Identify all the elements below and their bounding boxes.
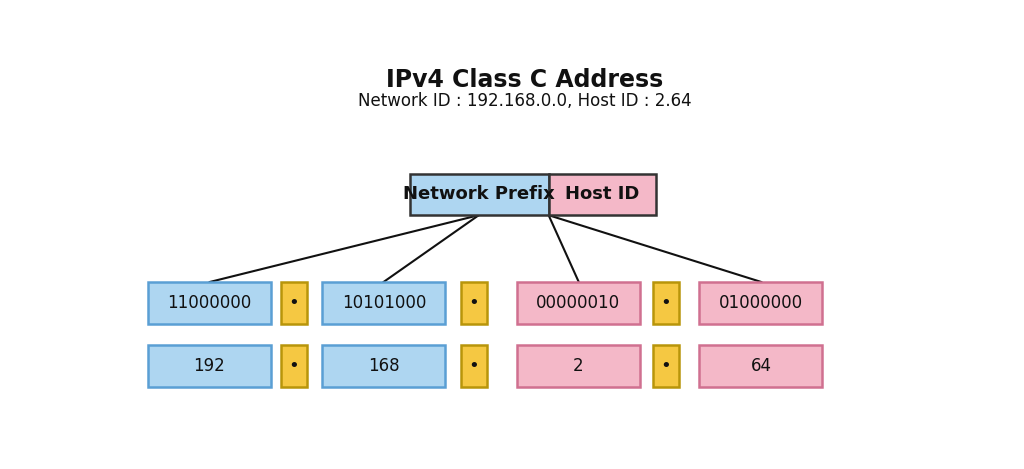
Text: 10101000: 10101000 (342, 294, 426, 312)
FancyBboxPatch shape (517, 282, 640, 324)
Text: 01000000: 01000000 (719, 294, 803, 312)
FancyBboxPatch shape (410, 174, 549, 215)
Text: 64: 64 (751, 357, 771, 375)
Text: Network ID : 192.168.0.0, Host ID : 2.64: Network ID : 192.168.0.0, Host ID : 2.64 (358, 92, 691, 110)
FancyBboxPatch shape (147, 345, 270, 387)
FancyBboxPatch shape (653, 345, 679, 387)
Text: IPv4 Class C Address: IPv4 Class C Address (386, 68, 664, 92)
FancyBboxPatch shape (147, 282, 270, 324)
Text: •: • (660, 294, 672, 312)
Text: 00000010: 00000010 (537, 294, 621, 312)
Text: 11000000: 11000000 (167, 294, 252, 312)
Text: 168: 168 (368, 357, 399, 375)
FancyBboxPatch shape (549, 174, 655, 215)
FancyBboxPatch shape (699, 345, 822, 387)
Text: •: • (469, 294, 479, 312)
Text: •: • (469, 357, 479, 375)
Text: •: • (660, 357, 672, 375)
FancyBboxPatch shape (461, 282, 486, 324)
FancyBboxPatch shape (323, 282, 445, 324)
Text: •: • (289, 294, 299, 312)
Text: 2: 2 (573, 357, 584, 375)
Text: Host ID: Host ID (565, 185, 639, 204)
Text: •: • (289, 357, 299, 375)
FancyBboxPatch shape (461, 345, 486, 387)
Text: Network Prefix: Network Prefix (403, 185, 555, 204)
FancyBboxPatch shape (517, 345, 640, 387)
FancyBboxPatch shape (699, 282, 822, 324)
FancyBboxPatch shape (282, 282, 306, 324)
FancyBboxPatch shape (282, 345, 306, 387)
FancyBboxPatch shape (653, 282, 679, 324)
Text: 192: 192 (194, 357, 225, 375)
FancyBboxPatch shape (323, 345, 445, 387)
